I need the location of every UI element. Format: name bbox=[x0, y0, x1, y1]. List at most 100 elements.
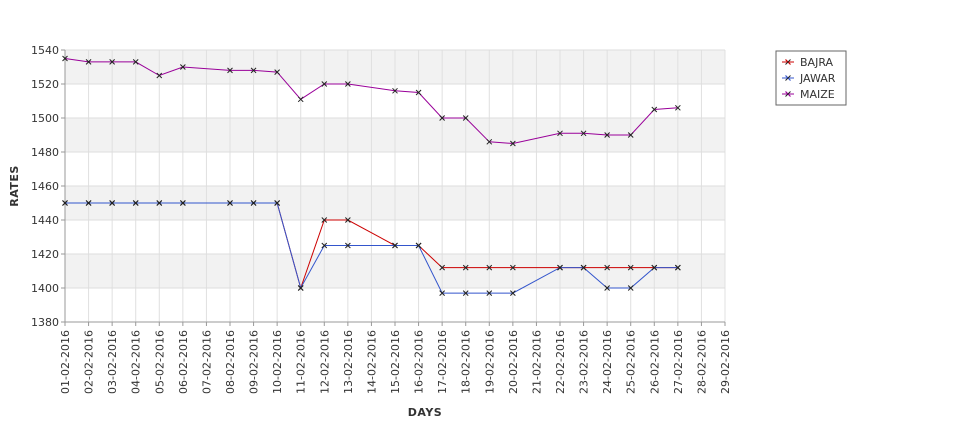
marker-stroke bbox=[627, 132, 634, 138]
marker-stroke bbox=[675, 104, 681, 111]
data-point bbox=[345, 81, 351, 87]
x-tick-label: 09-02-2016 bbox=[248, 330, 261, 394]
data-point bbox=[250, 67, 257, 74]
series-lines bbox=[64, 58, 678, 294]
data-point bbox=[580, 264, 587, 271]
data-point bbox=[604, 264, 610, 271]
data-point bbox=[297, 96, 304, 103]
y-tick-label: 1380 bbox=[31, 316, 59, 329]
y-axis-title: RATES bbox=[8, 165, 21, 207]
marker-stroke bbox=[85, 200, 92, 206]
x-tick-label: 16-02-2016 bbox=[413, 330, 426, 394]
marker-stroke bbox=[321, 81, 328, 87]
y-tick-label: 1500 bbox=[31, 112, 59, 125]
data-point bbox=[132, 200, 139, 206]
marker-stroke bbox=[557, 130, 563, 137]
x-tick-label: 15-02-2016 bbox=[389, 330, 402, 394]
x-tick-label: 24-02-2016 bbox=[601, 330, 614, 394]
marker-stroke bbox=[604, 285, 610, 291]
legend-marker bbox=[785, 91, 791, 97]
legend-box bbox=[775, 50, 847, 106]
x-axis-ticks: 01-02-2016 02-02-2016 03-02-2016 04-02-2016… bbox=[59, 322, 732, 394]
data-point bbox=[486, 138, 493, 145]
marker-stroke bbox=[274, 200, 280, 206]
marker-stroke bbox=[651, 106, 658, 113]
data-point bbox=[180, 64, 186, 70]
data-point bbox=[675, 104, 681, 111]
y-tick-label: 1520 bbox=[31, 78, 59, 91]
x-tick-label: 17-02-2016 bbox=[436, 330, 449, 394]
data-point bbox=[250, 200, 257, 206]
marker-stroke bbox=[439, 290, 445, 296]
data-point bbox=[510, 290, 516, 296]
data-point bbox=[604, 285, 610, 291]
x-axis-title: DAYS bbox=[408, 406, 442, 419]
x-tick-label: 02-02-2016 bbox=[83, 330, 96, 394]
data-markers bbox=[62, 55, 681, 296]
y-tick-label: 1400 bbox=[31, 282, 59, 295]
data-point bbox=[415, 89, 422, 96]
legend-label: BAJRA bbox=[800, 56, 834, 69]
marker-stroke bbox=[392, 87, 398, 94]
data-point bbox=[297, 285, 304, 291]
marker-stroke bbox=[675, 264, 681, 271]
x-tick-label: 29-02-2016 bbox=[719, 330, 732, 394]
marker-stroke bbox=[604, 132, 610, 138]
marker-stroke bbox=[345, 81, 351, 87]
data-point bbox=[651, 264, 658, 271]
data-point bbox=[227, 200, 233, 206]
marker-stroke bbox=[109, 200, 115, 206]
data-point bbox=[156, 72, 163, 79]
data-point bbox=[85, 59, 92, 65]
x-tick-label: 14-02-2016 bbox=[365, 330, 378, 394]
legend-item-maize: MAIZE bbox=[782, 88, 835, 101]
x-tick-label: 28-02-2016 bbox=[695, 330, 708, 394]
x-tick-label: 20-02-2016 bbox=[507, 330, 520, 394]
data-point bbox=[627, 132, 634, 138]
x-tick-label: 21-02-2016 bbox=[530, 330, 543, 394]
x-tick-label: 25-02-2016 bbox=[625, 330, 638, 394]
data-point bbox=[462, 290, 469, 296]
marker-stroke bbox=[392, 242, 398, 249]
x-tick-label: 05-02-2016 bbox=[153, 330, 166, 394]
marker-stroke bbox=[510, 140, 516, 147]
x-tick-label: 22-02-2016 bbox=[554, 330, 567, 394]
legend-label: MAIZE bbox=[800, 88, 835, 101]
data-point bbox=[604, 132, 610, 138]
x-tick-label: 23-02-2016 bbox=[578, 330, 591, 394]
marker-stroke bbox=[415, 242, 422, 249]
marker-stroke bbox=[62, 200, 68, 206]
marker-stroke bbox=[604, 264, 610, 271]
data-point bbox=[651, 106, 658, 113]
marker-stroke bbox=[321, 217, 328, 223]
data-point bbox=[580, 130, 587, 137]
marker-stroke bbox=[580, 130, 587, 137]
legend-label: JAWAR bbox=[799, 72, 836, 85]
x-tick-label: 10-02-2016 bbox=[271, 330, 284, 394]
data-point bbox=[62, 200, 68, 206]
marker-stroke bbox=[62, 55, 68, 62]
data-point bbox=[415, 242, 422, 249]
marker-stroke bbox=[132, 200, 139, 206]
data-point bbox=[557, 130, 563, 137]
marker-stroke bbox=[345, 217, 351, 223]
data-point bbox=[439, 115, 445, 121]
marker-stroke bbox=[297, 96, 304, 103]
x-tick-label: 13-02-2016 bbox=[342, 330, 355, 394]
data-point bbox=[462, 115, 469, 121]
data-point bbox=[109, 59, 115, 65]
marker-stroke bbox=[250, 67, 257, 74]
data-point bbox=[85, 200, 92, 206]
x-tick-label: 12-02-2016 bbox=[318, 330, 331, 394]
data-point bbox=[274, 69, 280, 75]
marker-stroke bbox=[321, 242, 328, 249]
legend-item-bajra: BAJRA bbox=[782, 56, 834, 69]
data-point bbox=[392, 87, 398, 94]
data-point bbox=[321, 81, 328, 87]
marker-stroke bbox=[85, 59, 92, 65]
data-point bbox=[510, 140, 516, 147]
marker-stroke bbox=[297, 285, 304, 291]
x-tick-label: 08-02-2016 bbox=[224, 330, 237, 394]
data-point bbox=[345, 217, 351, 223]
marker-stroke bbox=[227, 67, 233, 74]
